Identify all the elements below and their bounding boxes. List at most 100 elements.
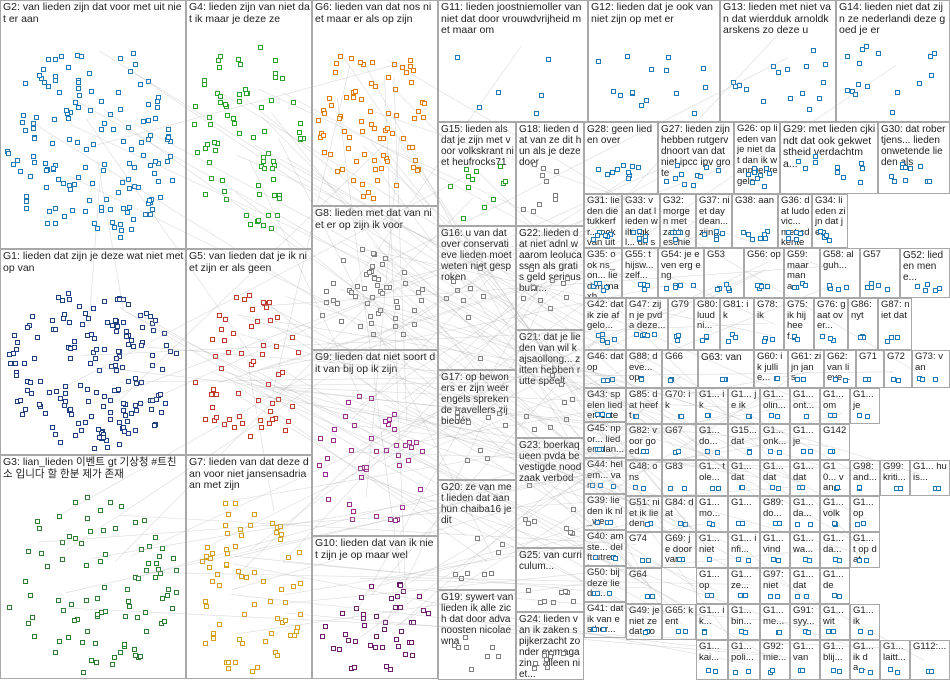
cluster-g81[interactable]: G81: ik: [720, 298, 754, 350]
cluster-g80[interactable]: G80: luud ni...: [694, 298, 720, 350]
cluster-g32[interactable]: G32: morgen met zal 't geschied...: [660, 194, 696, 248]
cluster-g31[interactable]: G31: lieden dietukkerfr... ook van uitei…: [584, 194, 622, 248]
cluster-g99[interactable]: G99: kriti...: [880, 460, 910, 496]
cluster-g1d[interactable]: G1... ont...: [790, 388, 820, 424]
cluster-g37[interactable]: G37: niet daydean... zijn...: [696, 194, 732, 248]
cluster-g1v[interactable]: G1... vind: [760, 532, 790, 568]
cluster-g87[interactable]: G87: niet dat: [878, 298, 912, 350]
cluster-g48[interactable]: G48: ons: [626, 460, 662, 496]
cluster-g112[interactable]: G112:...: [910, 640, 950, 680]
cluster-g36[interactable]: G36: dat ludovic... met cd kentek...: [778, 194, 812, 248]
cluster-g79[interactable]: G79: [668, 298, 694, 350]
cluster-g1j[interactable]: G1... tole...: [696, 460, 728, 496]
cluster-g25[interactable]: G25: van curriculum...: [516, 548, 584, 612]
cluster-g1b[interactable]: G1... je ik: [728, 388, 760, 424]
cluster-g10h[interactable]: G10... van...: [820, 460, 850, 496]
cluster-g17[interactable]: G17: op bewoners er zijn weer engels spr…: [438, 370, 516, 480]
cluster-g16[interactable]: G16: u van dat over conservatieve lieden…: [438, 226, 516, 370]
cluster-g45[interactable]: G45: npor... lieden dan...: [584, 422, 626, 458]
cluster-g9[interactable]: G9: lieden dat niet soort dit van bij op…: [312, 350, 438, 536]
cluster-g8[interactable]: G8: lieden met dat van niet er op zijn i…: [312, 206, 438, 350]
cluster-g49[interactable]: G49: je niet ze dat voor...: [626, 604, 662, 640]
cluster-g1p[interactable]: G1...: [728, 496, 760, 532]
cluster-g23[interactable]: G23: boerkaqueen pvda bevestigde noodzaa…: [516, 438, 584, 548]
cluster-g88[interactable]: G88: deve... op: [626, 350, 662, 388]
cluster-g1ae[interactable]: G1... me...: [760, 604, 790, 640]
cluster-g1ac[interactable]: G1... ik...: [696, 604, 728, 640]
cluster-g18[interactable]: G18: lieden dat van ze dit hun als je de…: [516, 122, 584, 226]
cluster-g52[interactable]: G52: lieden mene...: [900, 248, 950, 298]
cluster-g1q[interactable]: G1... da...: [790, 496, 820, 532]
cluster-g5[interactable]: G5: van lieden dat je ik niet zijn er al…: [186, 249, 312, 455]
cluster-g46[interactable]: G46: dat op: [584, 350, 626, 388]
cluster-g76[interactable]: G76: gaat over...: [814, 298, 848, 350]
cluster-g30[interactable]: G30: dat robertjens... lieden onwetende …: [878, 122, 950, 194]
cluster-g15b[interactable]: G15... dat: [728, 424, 760, 460]
cluster-g10[interactable]: G10: lieden dat van ik niet zijn je op m…: [312, 536, 438, 679]
cluster-g19[interactable]: G19: sywert van lieden ik alle zich dat …: [438, 590, 516, 680]
cluster-g66[interactable]: G66: [662, 350, 698, 388]
cluster-g74[interactable]: G74: [626, 532, 662, 568]
cluster-g97[interactable]: G97: niet: [760, 568, 790, 604]
cluster-g1x[interactable]: G1... da...: [820, 532, 850, 568]
cluster-g83[interactable]: G83: [662, 460, 696, 496]
cluster-g91[interactable]: G91: syy...: [790, 604, 820, 640]
cluster-g1ak[interactable]: G1... blij...: [820, 640, 850, 680]
cluster-g73[interactable]: G73: van: [912, 350, 950, 388]
cluster-g1a[interactable]: G1... ik: [696, 388, 728, 424]
cluster-g14[interactable]: G14: lieden niet dat zijn ze nederlandi …: [836, 0, 950, 122]
cluster-g1g[interactable]: G1... do...: [696, 424, 728, 460]
cluster-g1f[interactable]: G1... je: [850, 388, 880, 424]
cluster-g21[interactable]: G21: dat je lieden van wil kajsaollong..…: [516, 330, 584, 438]
cluster-g1k[interactable]: G1... dat: [728, 460, 760, 496]
cluster-g1[interactable]: G1: lieden dat zijn je deze wat niet met…: [0, 249, 186, 455]
cluster-g63[interactable]: G63: van: [698, 350, 754, 388]
cluster-g1r[interactable]: G1... volk: [820, 496, 850, 532]
cluster-g86[interactable]: G86: nyt: [848, 298, 878, 350]
cluster-g2[interactable]: G2: van lieden zijn dat voor met uit nie…: [0, 0, 186, 249]
cluster-g53[interactable]: G53: [704, 248, 744, 298]
cluster-g6[interactable]: G6: lieden van dat nos niet maar er als …: [312, 0, 438, 206]
cluster-g71[interactable]: G71: [856, 350, 884, 388]
cluster-g22[interactable]: G22: lieden dat niet adnl waarom leoluca…: [516, 226, 584, 330]
cluster-g43[interactable]: G43: spelen lieden 1sted...: [584, 388, 626, 422]
cluster-g50[interactable]: G50: bij deze liede...: [584, 566, 626, 602]
cluster-g1c[interactable]: G1... olin...: [760, 388, 790, 424]
cluster-g3[interactable]: G3: lian_lieden 이벤트 gt 기상청 #트친소 입니다 할 한분…: [0, 455, 186, 679]
cluster-g1w[interactable]: G1... wa...: [790, 532, 820, 568]
cluster-g1am[interactable]: G1... laitt...: [880, 640, 910, 680]
cluster-g1z[interactable]: G1... ze...: [728, 568, 760, 604]
cluster-g72[interactable]: G72: [884, 350, 912, 388]
cluster-g7[interactable]: G7: lieden van dat deze dan voor niet ja…: [186, 455, 312, 679]
cluster-g1aa[interactable]: G1... dat: [790, 568, 820, 604]
cluster-g1s[interactable]: G1... op: [850, 496, 880, 532]
cluster-g84[interactable]: G84: dat: [662, 496, 696, 532]
cluster-g58[interactable]: G58: alguh...: [820, 248, 860, 298]
cluster-g1e[interactable]: G1... om: [820, 388, 850, 424]
cluster-g10i[interactable]: G1... op: [696, 568, 728, 604]
cluster-g1af[interactable]: G1... wit: [820, 604, 850, 640]
cluster-g1h[interactable]: G1... onk...: [760, 424, 790, 460]
cluster-g1l[interactable]: G1... dat: [760, 460, 790, 496]
cluster-g82[interactable]: G82: voor goed...: [626, 424, 662, 460]
cluster-g1ai[interactable]: G1... poli...: [728, 640, 760, 680]
cluster-g59[interactable]: G59: maar mana...: [784, 248, 820, 298]
cluster-g57[interactable]: G57: [860, 248, 900, 298]
cluster-g70[interactable]: G70: ik: [662, 388, 696, 424]
cluster-g1ab[interactable]: G1... de: [820, 568, 850, 604]
cluster-g29[interactable]: G29: met lieden cjkindt dat ook gekwetst…: [780, 122, 878, 194]
cluster-g27[interactable]: G27: lieden zijn hebben rutgervdnoort va…: [658, 122, 734, 194]
cluster-g78[interactable]: G78: ik: [754, 298, 784, 350]
cluster-g1o[interactable]: G1... mo...: [696, 496, 728, 532]
cluster-g1ag[interactable]: G1... ik: [850, 604, 880, 640]
cluster-g69[interactable]: G69: je door van: [662, 532, 696, 568]
cluster-g1u[interactable]: G1... infi...: [728, 532, 760, 568]
cluster-g51[interactable]: G51: niet ik lieden: [626, 496, 662, 532]
cluster-g65[interactable]: G65: kent: [662, 604, 696, 640]
cluster-g47[interactable]: G47: zijn je pvda deze...: [626, 298, 668, 350]
cluster-g89[interactable]: G89: do...: [760, 496, 790, 532]
cluster-g92[interactable]: G92: mie...: [760, 640, 790, 680]
cluster-g1al[interactable]: G1... ik da...: [850, 640, 880, 680]
cluster-g67[interactable]: G67: [662, 424, 696, 460]
cluster-g1t[interactable]: G1... niet: [696, 532, 728, 568]
